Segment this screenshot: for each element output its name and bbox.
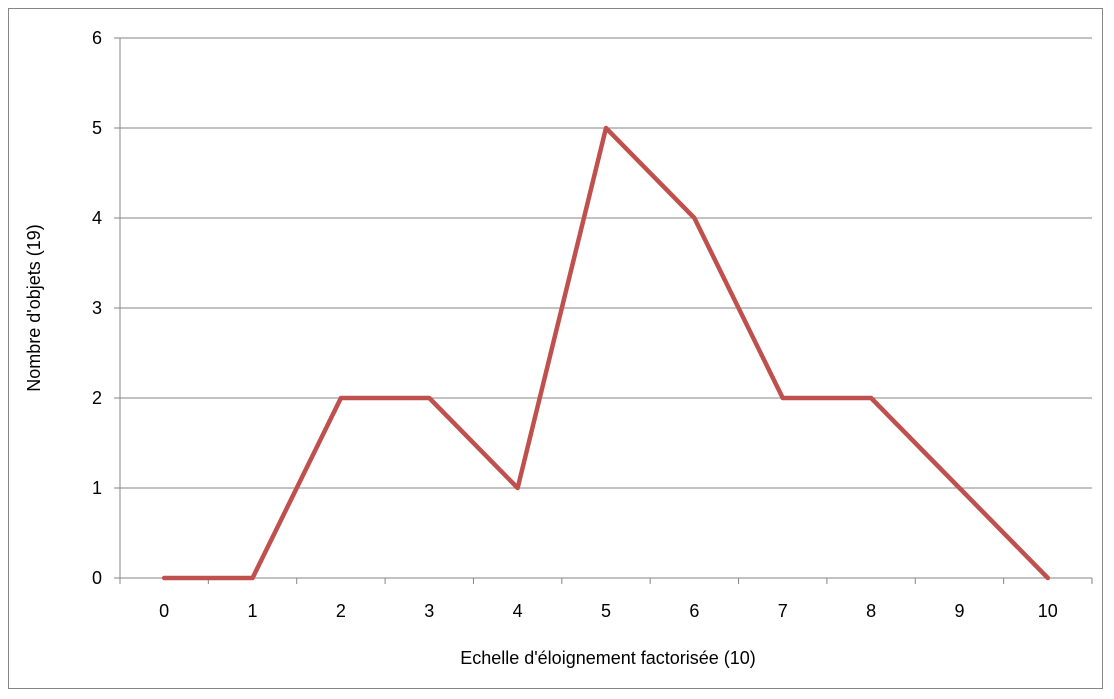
x-tick-label: 7 <box>778 601 788 621</box>
y-axis-title: Nombre d'objets (19) <box>24 224 44 392</box>
x-tick-label: 3 <box>424 601 434 621</box>
y-tick-label: 1 <box>92 478 102 498</box>
y-tick-label: 2 <box>92 388 102 408</box>
series-layer <box>161 125 1051 581</box>
x-tick-label: 4 <box>513 601 523 621</box>
gridlines <box>114 37 1092 579</box>
x-axis-tick-labels: 0 1 2 3 4 5 6 7 8 9 10 <box>159 601 1058 621</box>
x-tick-label: 8 <box>866 601 876 621</box>
chart-area <box>8 8 1103 689</box>
x-tick-label: 0 <box>159 601 169 621</box>
x-tick-label: 5 <box>601 601 611 621</box>
y-tick-label: 0 <box>92 568 102 588</box>
y-tick-label: 3 <box>92 298 102 318</box>
axes <box>119 38 1092 579</box>
x-tick-label: 6 <box>689 601 699 621</box>
x-tick-label: 1 <box>248 601 258 621</box>
x-axis-ticks <box>119 578 1093 584</box>
x-tick-label: 2 <box>336 601 346 621</box>
y-tick-label: 4 <box>92 208 102 228</box>
y-axis-tick-labels: 0 1 2 3 4 5 6 <box>92 28 102 588</box>
x-tick-label: 10 <box>1038 601 1058 621</box>
y-tick-label: 6 <box>92 28 102 48</box>
x-axis-title: Echelle d'éloignement factorisée (10) <box>460 648 756 668</box>
x-tick-label: 9 <box>954 601 964 621</box>
y-tick-label: 5 <box>92 118 102 138</box>
series-line-0 <box>161 125 1051 581</box>
